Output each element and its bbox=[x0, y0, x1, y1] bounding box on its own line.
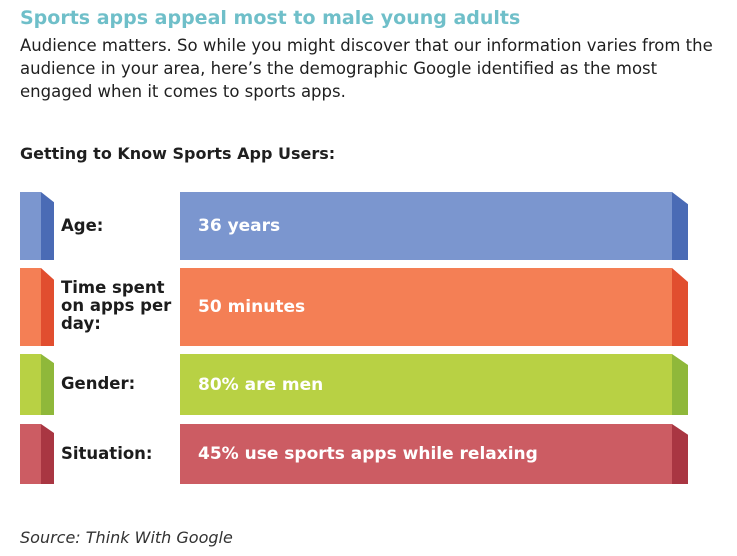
row-age: Age: 36 years bbox=[0, 192, 737, 260]
row-situation: Situation: 45% use sports apps while rel… bbox=[0, 424, 737, 484]
row-bar-end-situation bbox=[672, 424, 688, 484]
source-note: Source: Think With Google bbox=[20, 528, 233, 547]
row-tab-situation bbox=[20, 424, 54, 484]
row-bar-age: 36 years bbox=[180, 192, 672, 260]
row-gender: Gender: 80% are men bbox=[0, 354, 737, 415]
row-bar-end-age bbox=[672, 192, 688, 260]
row-label-gender: Gender: bbox=[61, 374, 136, 393]
row-bar-time-spent: 50 minutes bbox=[180, 268, 672, 346]
page-title: Sports apps appeal most to male young ad… bbox=[20, 7, 521, 29]
row-label-age: Age: bbox=[61, 216, 104, 235]
intro-paragraph: Audience matters. So while you might dis… bbox=[20, 36, 713, 101]
row-tab-gender bbox=[20, 354, 54, 415]
section-heading: Getting to Know Sports App Users: bbox=[20, 144, 336, 163]
row-label-situation: Situation: bbox=[61, 444, 153, 463]
row-bar-situation: 45% use sports apps while relaxing bbox=[180, 424, 672, 484]
row-value-time-spent: 50 minutes bbox=[198, 297, 306, 317]
row-bar-end-time-spent bbox=[672, 268, 688, 346]
row-value-age: 36 years bbox=[198, 216, 281, 236]
row-label-time-spent: Time spent on apps per day: bbox=[61, 278, 172, 333]
row-bar-end-gender bbox=[672, 354, 688, 415]
row-time-spent: Time spent on apps per day: 50 minutes bbox=[0, 268, 737, 346]
row-value-situation: 45% use sports apps while relaxing bbox=[198, 444, 538, 464]
row-bar-gender: 80% are men bbox=[180, 354, 672, 415]
row-value-gender: 80% are men bbox=[198, 374, 324, 395]
row-tab-time-spent bbox=[20, 268, 54, 346]
row-tab-age bbox=[20, 192, 54, 260]
